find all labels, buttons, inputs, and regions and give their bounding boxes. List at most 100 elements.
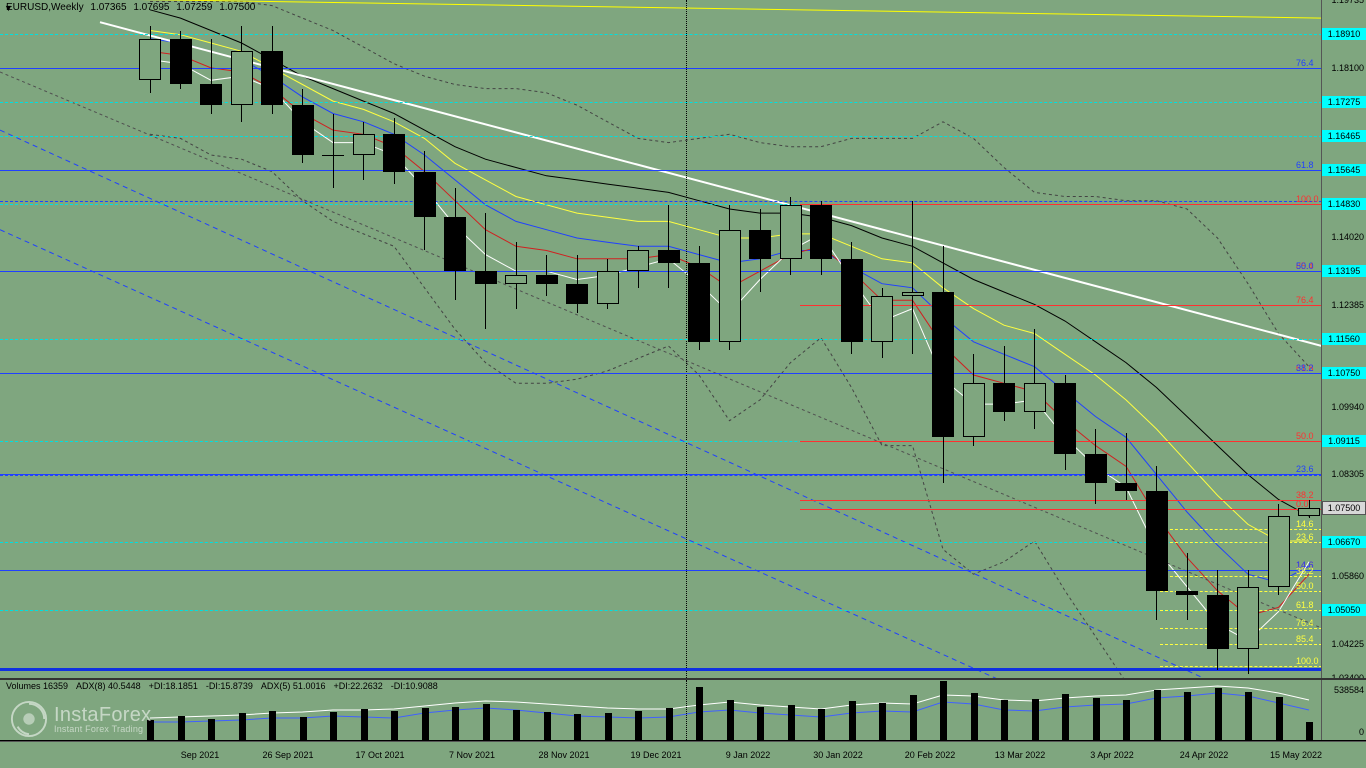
candle[interactable] [475,213,497,329]
candle[interactable] [1268,504,1290,595]
time-tick: 26 Sep 2021 [262,750,313,760]
price-tick: 1.14020 [1331,233,1364,242]
candle[interactable] [719,205,741,350]
level-line-cyan [0,102,1322,103]
chart-root: ▼ EURUSD,Weekly 1.07365 1.07695 1.07259 … [0,0,1366,768]
candle[interactable] [231,26,253,121]
candle[interactable] [780,197,802,276]
volume-bar [391,711,398,740]
price-level-marker: 1.05050 [1322,604,1366,616]
low-value: 1.07259 [176,2,212,13]
candle[interactable] [261,26,283,113]
candle[interactable] [1176,553,1198,619]
level-line-cyan [0,542,1322,543]
indicator-value: -DI:15.8739 [206,681,253,691]
candle[interactable] [688,246,710,350]
candle[interactable] [1146,466,1168,620]
volume-bar [1093,698,1100,740]
candle[interactable] [536,255,558,297]
price-level-marker: 1.14830 [1322,198,1366,210]
candle[interactable] [170,31,192,89]
price-tick: 1.04225 [1331,640,1364,649]
fib-line [800,500,1322,501]
volume-bar [696,687,703,740]
volume-bar [452,707,459,740]
candle[interactable] [1085,429,1107,504]
indicator-value: Volumes 16359 [6,681,68,691]
candle[interactable] [566,255,588,313]
candle[interactable] [444,188,466,300]
candle[interactable] [505,242,527,308]
indicator-axis[interactable]: 5385840 [1321,680,1366,740]
brand-watermark: InstaForex Instant Forex Trading [10,700,151,738]
candle[interactable] [902,201,924,355]
volume-bar [1001,700,1008,740]
chart-title: EURUSD,Weekly 1.07365 1.07695 1.07259 1.… [6,2,259,13]
candle[interactable] [597,259,619,309]
volume-bar [269,711,276,740]
candle[interactable] [353,122,375,180]
candle[interactable] [383,118,405,184]
price-tick: 1.19735 [1331,0,1364,5]
volume-bar [605,713,612,740]
candle[interactable] [932,246,954,483]
candle[interactable] [749,209,771,292]
candle[interactable] [658,205,680,288]
price-axis[interactable]: 1.197351.189101.181001.172751.164651.156… [1321,0,1366,678]
candle[interactable] [1024,329,1046,429]
volume-bar [940,681,947,740]
volume-bar [910,695,917,740]
candle[interactable] [1237,570,1259,674]
time-tick: 17 Oct 2021 [355,750,404,760]
volume-bar [1032,699,1039,740]
volume-bar [879,703,886,740]
indicator-tick: 0 [1359,728,1364,737]
fib-label: 100.0 [1296,657,1319,666]
indicator-title: Volumes 16359ADX(8) 40.5448+DI:18.1851-D… [6,681,446,691]
candle[interactable] [1298,500,1320,519]
time-tick: 15 May 2022 [1270,750,1322,760]
fib-label: 76.4 [1296,619,1314,628]
instaforex-logo-icon [10,700,48,738]
candle[interactable] [414,151,436,251]
fib-line [0,373,1322,374]
current-price-marker: 1.07500 [1322,501,1366,515]
candle[interactable] [810,201,832,276]
candle[interactable] [292,89,314,164]
volume-bar [971,693,978,740]
indicator-value: +DI:18.1851 [149,681,198,691]
candle[interactable] [1115,433,1137,499]
indicator-pane[interactable]: Volumes 16359ADX(8) 40.5448+DI:18.1851-D… [0,680,1322,740]
volume-bar [635,711,642,740]
candle[interactable] [1054,375,1076,470]
candle[interactable] [322,114,344,189]
time-axis[interactable]: Sep 202126 Sep 202117 Oct 20217 Nov 2021… [0,741,1366,768]
candle[interactable] [963,354,985,445]
price-level-marker: 1.15645 [1322,164,1366,176]
candle[interactable] [200,39,222,114]
candle[interactable] [627,246,649,288]
volume-bar [483,704,490,740]
volume-bar [727,700,734,740]
time-tick: 24 Apr 2022 [1180,750,1229,760]
candle[interactable] [871,288,893,359]
symbol-label: EURUSD,Weekly [6,2,84,13]
candle[interactable] [993,346,1015,421]
time-tick: 7 Nov 2021 [449,750,495,760]
volume-bar [574,714,581,740]
time-tick: 30 Jan 2022 [813,750,863,760]
fib-label: 61.8 [1296,601,1314,610]
volume-bar [1154,690,1161,740]
candle[interactable] [139,26,161,92]
volume-bar [1215,688,1222,740]
main-chart-pane[interactable]: ▼ EURUSD,Weekly 1.07365 1.07695 1.07259 … [0,0,1322,678]
fib-label: 14.6 [1296,520,1314,529]
volume-bar [330,712,337,740]
volume-bar [1245,692,1252,740]
candle[interactable] [1207,570,1229,670]
time-tick: 20 Feb 2022 [905,750,956,760]
indicator-value: -DI:10.9088 [391,681,438,691]
brand-name: InstaForex [54,705,151,725]
indicator-value: ADX(5) 51.0016 [261,681,326,691]
candle[interactable] [841,242,863,354]
